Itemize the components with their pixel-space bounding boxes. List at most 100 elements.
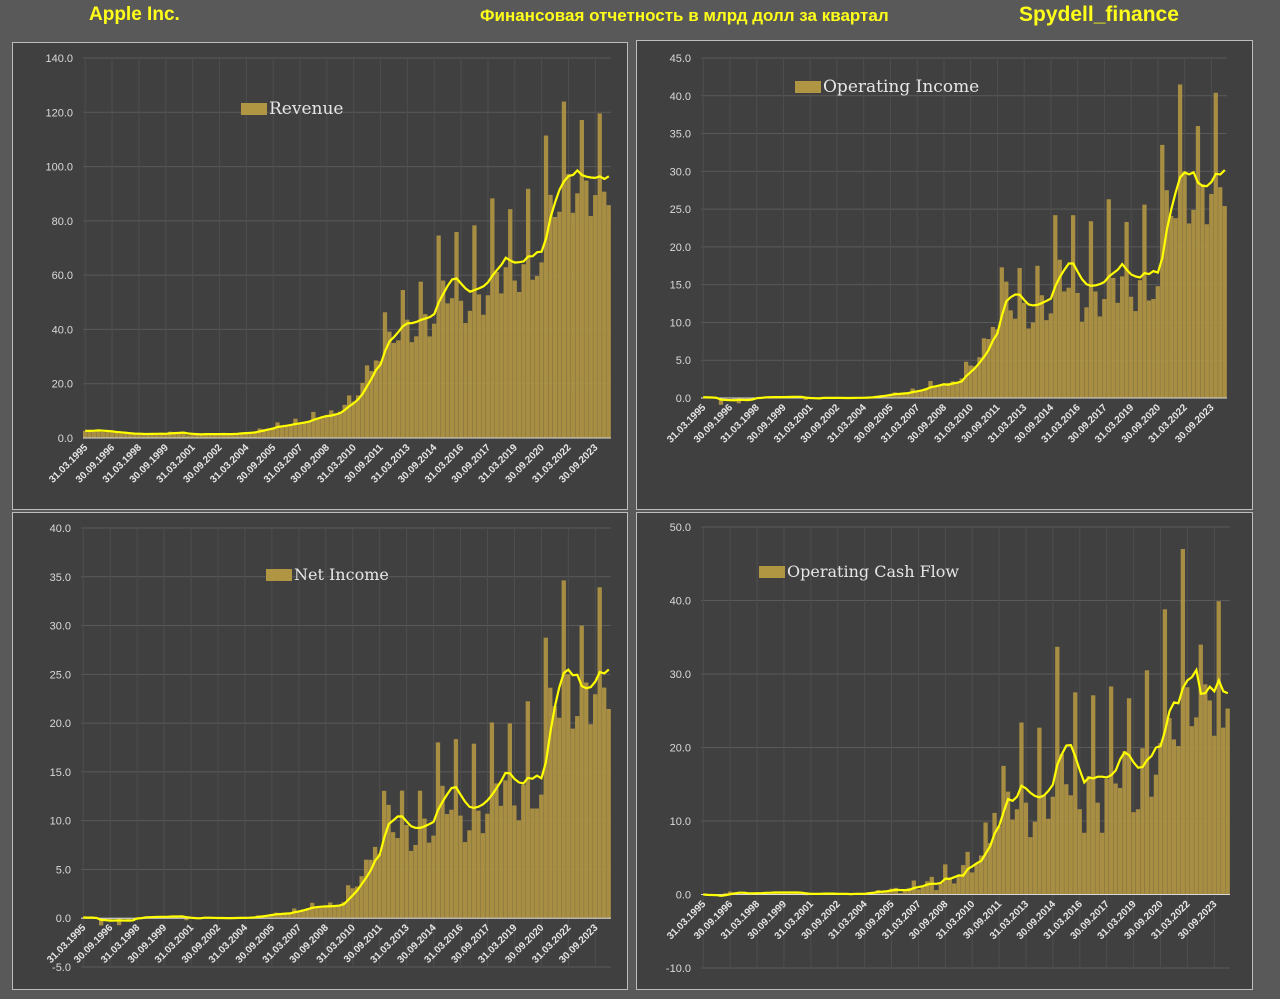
bar	[1005, 791, 1011, 895]
y-tick-label: -10.0	[666, 963, 691, 975]
bar	[338, 411, 343, 438]
bar	[977, 357, 982, 398]
bar	[1146, 300, 1152, 398]
bar	[1218, 187, 1223, 398]
bar	[561, 580, 566, 919]
bar	[932, 386, 938, 398]
bar	[431, 835, 436, 919]
bar	[1126, 698, 1132, 895]
bar	[190, 434, 195, 438]
bar	[516, 820, 521, 919]
bar	[436, 235, 441, 438]
bar	[329, 410, 334, 438]
legend-label: Operating Cash Flow	[787, 562, 960, 581]
bar	[1084, 307, 1089, 398]
y-tick-label: 25.0	[670, 204, 691, 216]
bar	[593, 694, 598, 919]
bar	[925, 881, 930, 895]
bar	[405, 319, 410, 438]
bar	[1158, 743, 1163, 895]
bar	[1026, 328, 1031, 398]
bar	[1212, 735, 1217, 895]
bar	[1075, 292, 1080, 398]
moving-average-line	[703, 169, 1226, 402]
bar	[893, 887, 899, 895]
bar	[1144, 670, 1150, 895]
bar	[919, 389, 924, 398]
bar	[552, 706, 557, 919]
report-subtitle: Финансовая отчетность в млрд долл за ква…	[480, 6, 889, 25]
bar	[467, 310, 473, 438]
bar	[990, 326, 996, 398]
bar	[274, 912, 279, 919]
bar	[981, 338, 987, 398]
bar	[946, 382, 951, 398]
bar	[777, 893, 782, 895]
bar	[297, 423, 303, 438]
bar	[928, 381, 933, 398]
bar	[1162, 609, 1168, 895]
bar	[132, 433, 137, 438]
bar	[1032, 821, 1038, 895]
bar	[1216, 601, 1221, 895]
bar	[310, 902, 315, 919]
legend-swatch	[241, 103, 267, 115]
bar	[561, 101, 567, 439]
bar	[1153, 774, 1159, 895]
bar	[1037, 727, 1042, 895]
bar	[320, 417, 325, 438]
bar	[305, 908, 310, 919]
bar	[1198, 644, 1203, 895]
bar	[1108, 686, 1114, 895]
bar	[923, 388, 929, 398]
legend-swatch	[266, 568, 292, 581]
bar	[914, 390, 920, 398]
bar	[427, 336, 432, 438]
bar	[1088, 221, 1094, 398]
bar	[1204, 224, 1209, 398]
bar	[1133, 311, 1138, 398]
bar	[947, 877, 952, 895]
bar	[1104, 779, 1109, 895]
y-tick-label: 100.0	[45, 162, 73, 174]
bar	[1200, 184, 1205, 398]
y-tick-label: 0.0	[676, 890, 691, 902]
bar	[906, 392, 911, 398]
y-tick-label: 15.0	[670, 280, 691, 292]
bar	[315, 417, 320, 438]
bar	[449, 298, 455, 438]
bar	[302, 423, 307, 438]
bar	[579, 120, 584, 439]
bar	[539, 794, 544, 919]
bar	[584, 682, 589, 919]
bar	[453, 739, 459, 919]
bar	[168, 431, 173, 438]
bar	[1079, 321, 1085, 398]
bar	[387, 331, 392, 438]
bar	[530, 279, 535, 438]
bar	[127, 433, 133, 438]
y-tick-label: 45.0	[670, 53, 691, 65]
bar	[1019, 722, 1024, 895]
bar	[897, 393, 902, 398]
bar	[602, 191, 607, 438]
bar	[485, 813, 490, 919]
source-label: Spydell_finance	[1019, 3, 1179, 26]
bar	[163, 434, 168, 438]
moving-average-line	[83, 668, 610, 922]
bar	[938, 883, 943, 895]
bar	[584, 180, 589, 438]
y-tick-label: 0.0	[58, 433, 73, 445]
bar	[1070, 215, 1076, 398]
bar	[184, 918, 189, 921]
bar	[602, 687, 607, 919]
bar	[964, 361, 969, 398]
legend-label: Revenue	[269, 99, 344, 119]
bar	[959, 378, 964, 398]
bar	[1120, 276, 1125, 398]
bar	[346, 885, 351, 919]
bar	[517, 291, 522, 438]
bar	[1160, 144, 1165, 398]
bar	[194, 433, 200, 438]
bar	[107, 918, 113, 920]
